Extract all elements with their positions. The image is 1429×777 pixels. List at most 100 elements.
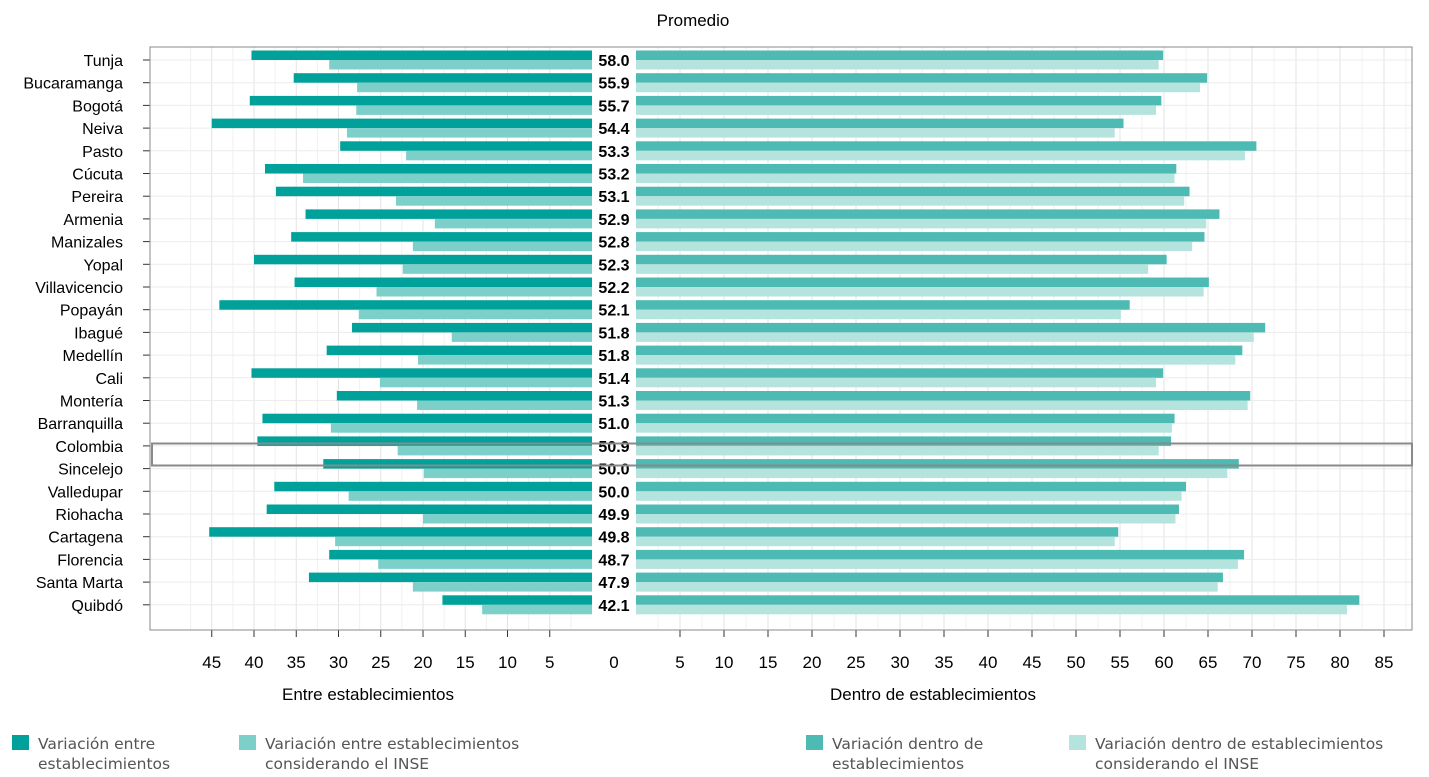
bar-dentro: [636, 368, 1164, 378]
legend-label: Variación entre establecimientos: [38, 735, 171, 773]
bar-entre-inse: [417, 355, 592, 365]
bar-entre: [442, 595, 592, 605]
bar-dentro: [636, 254, 1167, 265]
y-tick-label: Sincelejo: [58, 462, 123, 479]
bar-dentro: [636, 95, 1162, 106]
y-tick-label: Cúcuta: [72, 167, 123, 184]
bar-entre: [352, 322, 592, 333]
bar-dentro-inse: [636, 423, 1172, 433]
bar-dentro: [636, 186, 1190, 197]
bar-entre: [251, 368, 592, 378]
y-tick-label: Tunja: [84, 53, 124, 70]
x-tick-label: 75: [1287, 653, 1306, 672]
promedio-label-bg: [592, 254, 636, 275]
promedio-label-bg: [592, 231, 636, 252]
promedio-label-bg: [592, 140, 636, 161]
bar-dentro-inse: [636, 536, 1115, 547]
bar-entre-inse: [451, 332, 592, 342]
x-tick-label: 35: [287, 653, 306, 672]
bar-dentro: [636, 595, 1360, 605]
x-tick-label: 80: [1331, 653, 1350, 672]
bar-entre-inse: [482, 604, 592, 615]
promedio-label-bg: [592, 549, 636, 570]
promedio-label-bg: [592, 186, 636, 207]
promedio-label-bg: [592, 208, 636, 229]
bar-dentro: [636, 232, 1205, 242]
bar-dentro: [636, 73, 1208, 83]
x-axis-label-right: Dentro de establecimientos: [830, 685, 1036, 704]
bar-entre: [293, 73, 592, 83]
bar-dentro: [636, 549, 1245, 560]
bar-entre: [211, 118, 592, 129]
promedio-label: 52.8: [598, 235, 629, 252]
bar-dentro: [636, 118, 1124, 129]
bar-entre-inse: [329, 60, 592, 70]
x-tick-label: 65: [1199, 653, 1218, 672]
bar-entre-inse: [357, 82, 592, 93]
bar-dentro-inse: [636, 514, 1176, 524]
bars: [209, 50, 1360, 615]
promedio-label-bg: [592, 72, 636, 93]
x-tick-label: 35: [935, 653, 954, 672]
x-tick-label: 10: [498, 653, 517, 672]
x-tick-label: 20: [803, 653, 822, 672]
promedio-label: 52.3: [598, 257, 629, 274]
promedio-label-bg: [592, 458, 636, 479]
x-tick-label: 25: [847, 653, 866, 672]
promedio-label: 51.4: [598, 371, 629, 388]
y-tick-label: Pereira: [71, 189, 123, 206]
promedio-label: 52.1: [598, 303, 629, 320]
promedio-label-bg: [592, 594, 636, 615]
promedio-label-bg: [592, 413, 636, 434]
promedio-label: 47.9: [598, 575, 629, 592]
bar-dentro-inse: [636, 445, 1159, 456]
promedio-label: 53.1: [598, 189, 629, 206]
bar-dentro-inse: [636, 400, 1248, 410]
promedio-label: 52.2: [598, 280, 629, 297]
bar-entre-inse: [412, 241, 592, 252]
bar-dentro: [636, 345, 1243, 356]
bar-dentro: [636, 141, 1257, 151]
bar-entre: [308, 572, 592, 583]
bar-entre-inse: [423, 514, 592, 524]
bar-dentro: [636, 277, 1209, 287]
bar-entre-inse: [356, 105, 592, 115]
bar-dentro: [636, 481, 1186, 492]
bar-entre-inse: [376, 287, 592, 297]
y-tick-label: Barranquilla: [38, 416, 123, 433]
bar-dentro-inse: [636, 287, 1204, 297]
bar-dentro: [636, 436, 1172, 446]
legend-swatch: [12, 735, 29, 750]
legend-item-3: Variación dentro de establecimientos: [806, 734, 983, 774]
bar-entre: [340, 141, 592, 151]
bar-dentro-inse: [636, 559, 1238, 569]
promedio-label: 50.0: [598, 484, 629, 501]
x-tick-label: 15: [456, 653, 475, 672]
chart-title: Promedio: [657, 11, 730, 30]
bar-entre-inse: [379, 377, 592, 388]
bar-entre: [329, 549, 592, 560]
bar-entre: [291, 232, 592, 242]
x-tick-label: 5: [675, 653, 684, 672]
bar-dentro-inse: [636, 582, 1218, 592]
legend-swatch: [239, 735, 256, 750]
promedio-label-bg: [592, 277, 636, 297]
bar-entre: [249, 95, 592, 106]
x-axis-label-left: Entre establecimientos: [282, 685, 454, 704]
y-tick-label: Pasto: [82, 144, 123, 161]
bar-dentro-inse: [636, 332, 1254, 342]
x-tick-label: 0: [609, 653, 618, 672]
promedio-label-bg: [592, 50, 636, 70]
bar-dentro-inse: [636, 264, 1149, 274]
promedio-label: 51.0: [598, 416, 629, 433]
bar-entre: [251, 50, 592, 60]
y-tick-label: Villavicencio: [35, 280, 123, 297]
x-tick-label: 40: [979, 653, 998, 672]
bar-entre-inse: [303, 173, 592, 183]
bar-entre: [219, 300, 593, 310]
promedio-label: 55.9: [598, 76, 629, 93]
bar-entre: [254, 254, 592, 265]
promedio-label-bg: [592, 299, 636, 320]
bar-entre-inse: [402, 264, 592, 274]
y-tick-label: Quibdó: [71, 598, 123, 615]
